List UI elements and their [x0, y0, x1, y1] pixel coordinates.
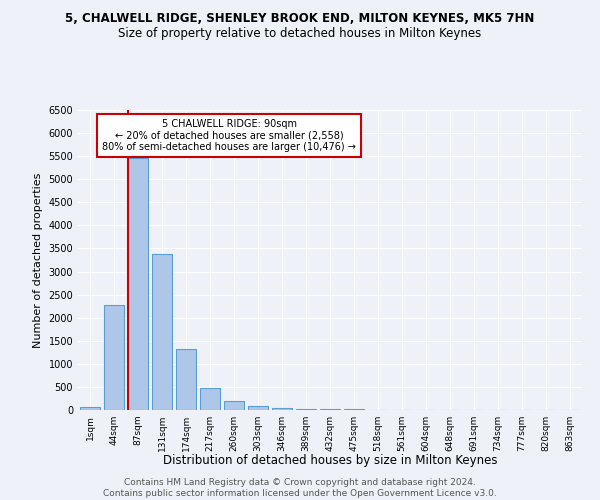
X-axis label: Distribution of detached houses by size in Milton Keynes: Distribution of detached houses by size … — [163, 454, 497, 467]
Text: Size of property relative to detached houses in Milton Keynes: Size of property relative to detached ho… — [118, 28, 482, 40]
Bar — [128, 158, 148, 410]
Bar — [296, 408, 316, 410]
Bar — [272, 408, 292, 410]
Y-axis label: Number of detached properties: Number of detached properties — [33, 172, 43, 348]
Bar — [224, 401, 244, 410]
Bar — [320, 409, 340, 410]
Text: 5, CHALWELL RIDGE, SHENLEY BROOK END, MILTON KEYNES, MK5 7HN: 5, CHALWELL RIDGE, SHENLEY BROOK END, MI… — [65, 12, 535, 26]
Bar — [80, 406, 100, 410]
Bar — [176, 349, 196, 410]
Bar — [152, 254, 172, 410]
Bar — [200, 388, 220, 410]
Text: 5 CHALWELL RIDGE: 90sqm
← 20% of detached houses are smaller (2,558)
80% of semi: 5 CHALWELL RIDGE: 90sqm ← 20% of detache… — [102, 119, 356, 152]
Bar — [248, 406, 268, 410]
Bar — [104, 305, 124, 410]
Text: Contains HM Land Registry data © Crown copyright and database right 2024.
Contai: Contains HM Land Registry data © Crown c… — [103, 478, 497, 498]
